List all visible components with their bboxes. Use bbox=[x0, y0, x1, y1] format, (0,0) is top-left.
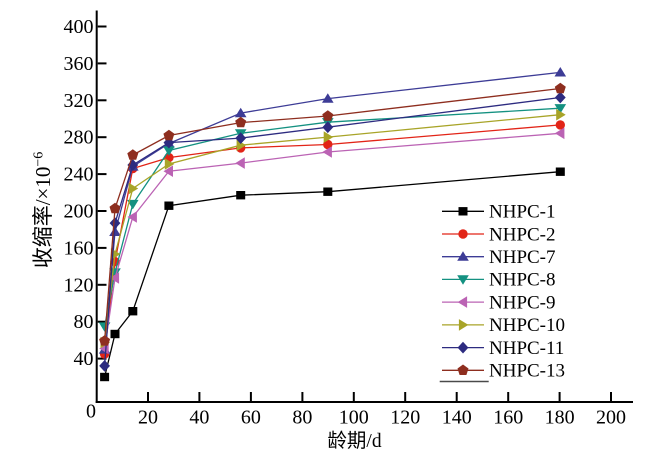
svg-text:360: 360 bbox=[64, 53, 94, 75]
svg-text:120: 120 bbox=[390, 407, 420, 429]
svg-text:20: 20 bbox=[138, 407, 158, 429]
svg-text:160: 160 bbox=[493, 407, 523, 429]
svg-text:100: 100 bbox=[339, 407, 369, 429]
svg-text:240: 240 bbox=[64, 164, 94, 186]
svg-text:400: 400 bbox=[64, 16, 94, 38]
svg-text:NHPC-1: NHPC-1 bbox=[489, 202, 556, 223]
svg-text:NHPC-2: NHPC-2 bbox=[489, 224, 556, 245]
svg-text:140: 140 bbox=[442, 407, 472, 429]
svg-text:280: 280 bbox=[64, 127, 94, 149]
svg-text:80: 80 bbox=[292, 407, 312, 429]
svg-text:120: 120 bbox=[64, 274, 94, 296]
svg-text:60: 60 bbox=[241, 407, 261, 429]
svg-text:40: 40 bbox=[74, 348, 94, 370]
svg-text:NHPC-11: NHPC-11 bbox=[489, 338, 564, 359]
svg-text:NHPC-13: NHPC-13 bbox=[489, 361, 565, 382]
svg-text:NHPC-7: NHPC-7 bbox=[489, 247, 556, 268]
svg-text:NHPC-10: NHPC-10 bbox=[489, 315, 565, 336]
svg-text:160: 160 bbox=[64, 237, 94, 259]
svg-text:收缩率/×10−6: 收缩率/×10−6 bbox=[31, 152, 55, 269]
svg-text:NHPC-9: NHPC-9 bbox=[489, 292, 556, 313]
svg-text:40: 40 bbox=[189, 407, 209, 429]
svg-text:0: 0 bbox=[86, 401, 96, 423]
svg-text:200: 200 bbox=[596, 407, 626, 429]
svg-text:200: 200 bbox=[64, 201, 94, 223]
svg-text:320: 320 bbox=[64, 90, 94, 112]
svg-text:NHPC-8: NHPC-8 bbox=[489, 270, 556, 291]
svg-text:80: 80 bbox=[74, 311, 94, 333]
svg-text:龄期/d: 龄期/d bbox=[327, 430, 381, 452]
svg-text:180: 180 bbox=[545, 407, 575, 429]
